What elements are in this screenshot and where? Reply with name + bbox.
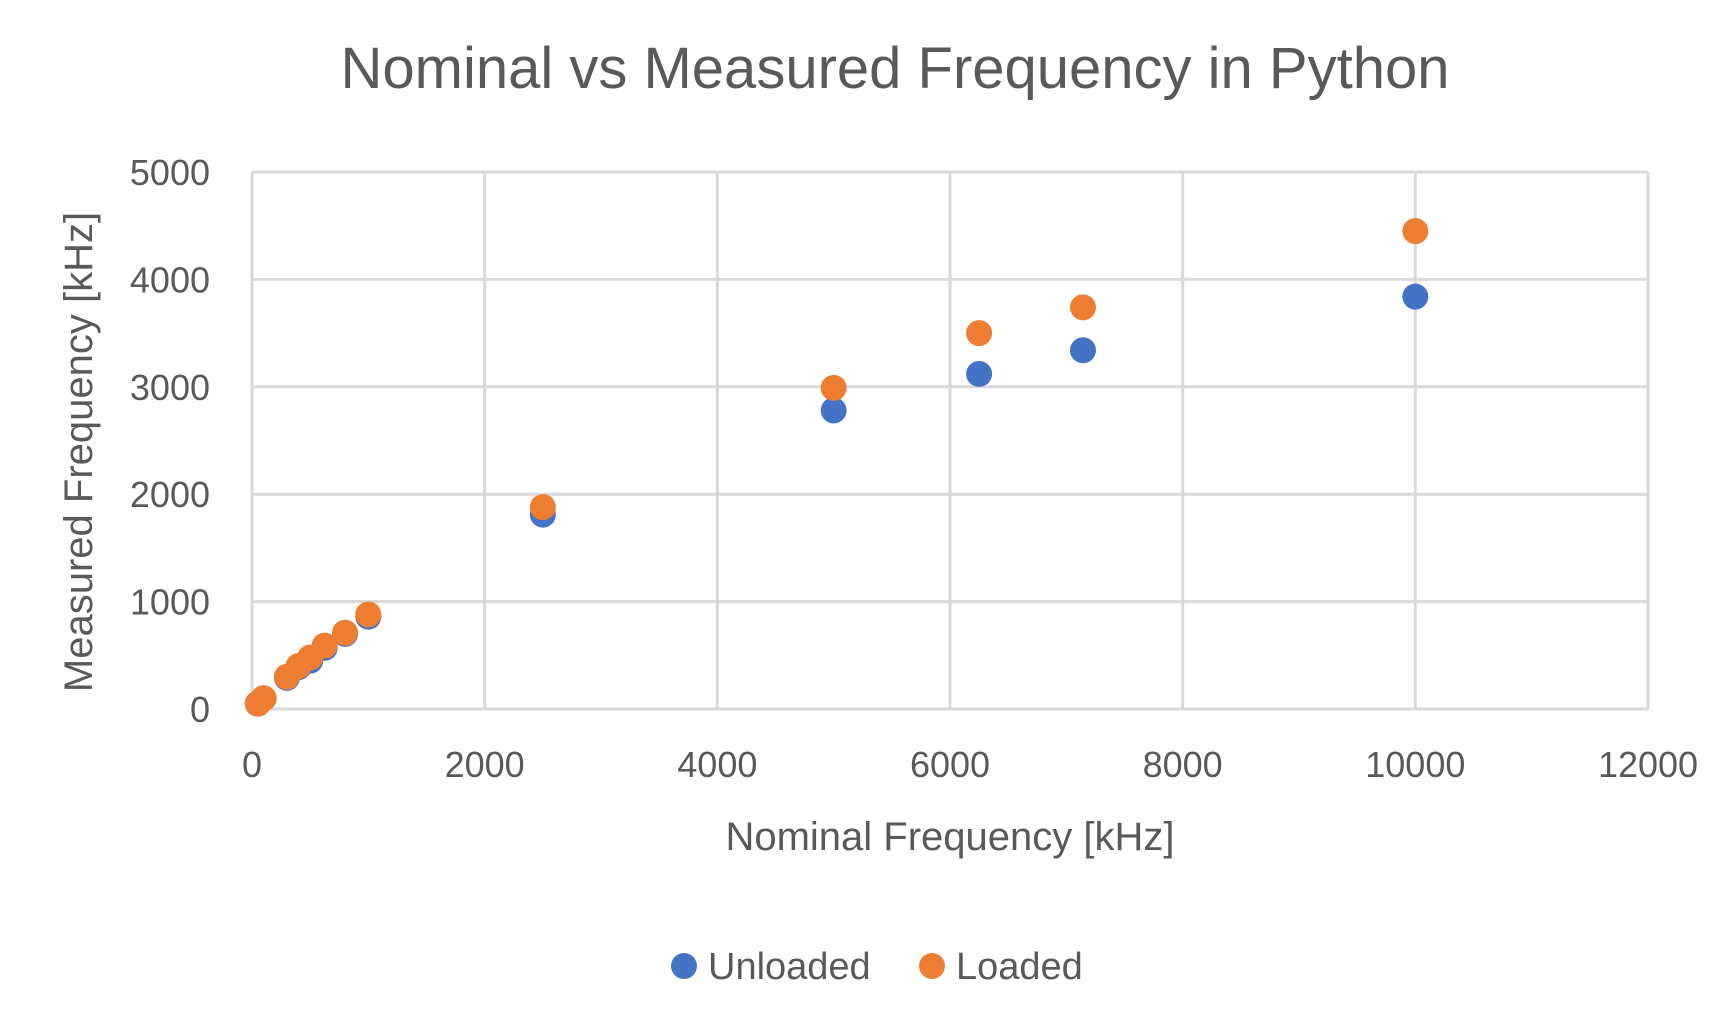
data-point-unloaded [966, 360, 993, 387]
x-axis-title: Nominal Frequency [kHz] [725, 815, 1174, 859]
x-tick-label: 2000 [445, 744, 525, 785]
data-points [244, 218, 1429, 717]
legend-label-loaded: Loaded [956, 946, 1083, 988]
legend-label-unloaded: Unloaded [708, 946, 871, 988]
data-point-loaded [820, 374, 847, 401]
data-point-unloaded [1069, 337, 1096, 364]
series-unloaded [244, 283, 1429, 717]
x-axis-tick-labels: 0 2000 4000 6000 8000 10000 12000 [242, 744, 1698, 785]
data-point-loaded [1402, 218, 1429, 245]
data-point-loaded [250, 685, 277, 712]
x-tick-label: 6000 [910, 744, 990, 785]
data-point-unloaded [1402, 283, 1429, 310]
y-tick-label: 3000 [130, 367, 210, 408]
series-loaded [244, 218, 1429, 717]
legend-marker-unloaded [671, 953, 697, 979]
chart-title: Nominal vs Measured Frequency in Python [341, 36, 1450, 101]
data-point-loaded [966, 320, 993, 347]
y-tick-label: 1000 [130, 582, 210, 623]
y-tick-label: 4000 [130, 259, 210, 300]
y-axis-tick-labels: 0 1000 2000 3000 4000 5000 [130, 152, 210, 730]
legend-marker-loaded [919, 953, 945, 979]
data-point-loaded [355, 601, 382, 628]
y-axis-title: Measured Frequency [kHz] [57, 212, 101, 692]
x-tick-label: 0 [242, 744, 262, 785]
data-point-loaded [311, 632, 338, 659]
data-point-loaded [1069, 294, 1096, 321]
y-tick-label: 2000 [130, 474, 210, 515]
legend: Unloaded Loaded [671, 946, 1083, 988]
data-point-loaded [332, 619, 359, 646]
grid-lines [250, 170, 1650, 711]
x-tick-label: 8000 [1143, 744, 1223, 785]
data-point-unloaded [820, 397, 847, 424]
x-tick-label: 4000 [677, 744, 757, 785]
x-tick-label: 10000 [1365, 744, 1465, 785]
data-point-loaded [529, 494, 556, 521]
x-tick-label: 12000 [1598, 744, 1698, 785]
y-tick-label: 5000 [130, 152, 210, 193]
y-tick-label: 0 [190, 689, 210, 730]
